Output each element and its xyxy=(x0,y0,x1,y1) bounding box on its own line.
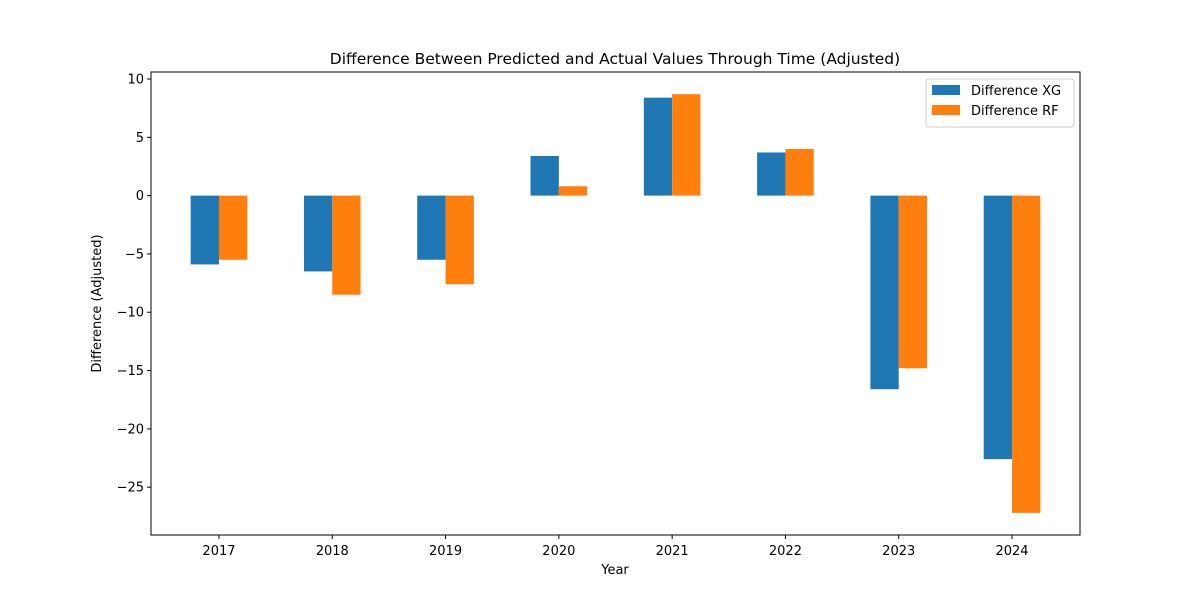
bar-rf-2021 xyxy=(672,94,701,196)
bar-xg-2017 xyxy=(190,195,219,265)
y-tick-label: −5 xyxy=(125,247,144,262)
bar-xg-2019 xyxy=(417,195,446,260)
x-tick-label: 2021 xyxy=(656,544,689,559)
bar-rf-2019 xyxy=(445,195,474,285)
bar-rf-2018 xyxy=(332,195,361,295)
y-tick-label: −15 xyxy=(117,364,144,379)
plot-frame xyxy=(150,71,1081,536)
bar-xg-2022 xyxy=(757,152,786,196)
bar-xg-2021 xyxy=(643,97,673,196)
legend: Difference XG Difference RF xyxy=(925,78,1075,128)
legend-label-rf: Difference RF xyxy=(971,104,1059,119)
legend-swatch-rf xyxy=(932,105,960,115)
bar-rf-2024 xyxy=(1012,195,1041,513)
x-tick-label: 2022 xyxy=(769,544,802,559)
bars-layer xyxy=(190,94,1041,513)
bar-rf-2017 xyxy=(218,195,248,260)
x-tick-label: 2023 xyxy=(882,544,915,559)
x-axis: 2017 2018 2019 2020 2021 2022 2023 2024 xyxy=(202,535,1029,559)
y-axis: 10 5 0 −5 −10 −15 −20 −25 xyxy=(117,72,151,496)
y-tick-label: −20 xyxy=(117,422,144,437)
bar-rf-2022 xyxy=(785,148,814,196)
bar-xg-2024 xyxy=(983,195,1013,460)
x-tick-label: 2018 xyxy=(316,544,349,559)
y-tick-label: 0 xyxy=(136,189,144,204)
bar-xg-2023 xyxy=(870,195,899,390)
chart-title: Difference Between Predicted and Actual … xyxy=(330,50,900,68)
y-tick-label: −25 xyxy=(117,481,144,496)
y-tick-label: −10 xyxy=(117,306,144,321)
y-axis-label: Difference (Adjusted) xyxy=(90,234,105,372)
bar-xg-2018 xyxy=(303,195,333,272)
legend-swatch-xg xyxy=(932,85,960,95)
bar-rf-2023 xyxy=(898,195,928,369)
x-tick-label: 2024 xyxy=(995,544,1028,559)
legend-label-xg: Difference XG xyxy=(971,84,1061,99)
x-tick-label: 2017 xyxy=(202,544,235,559)
x-tick-label: 2020 xyxy=(542,544,575,559)
x-tick-label: 2019 xyxy=(429,544,462,559)
bar-rf-2020 xyxy=(558,186,588,196)
legend-box xyxy=(925,78,1075,128)
y-tick-label: 10 xyxy=(127,72,144,87)
x-axis-label: Year xyxy=(600,563,629,578)
y-tick-label: 5 xyxy=(136,131,144,146)
bar-xg-2020 xyxy=(530,155,559,196)
